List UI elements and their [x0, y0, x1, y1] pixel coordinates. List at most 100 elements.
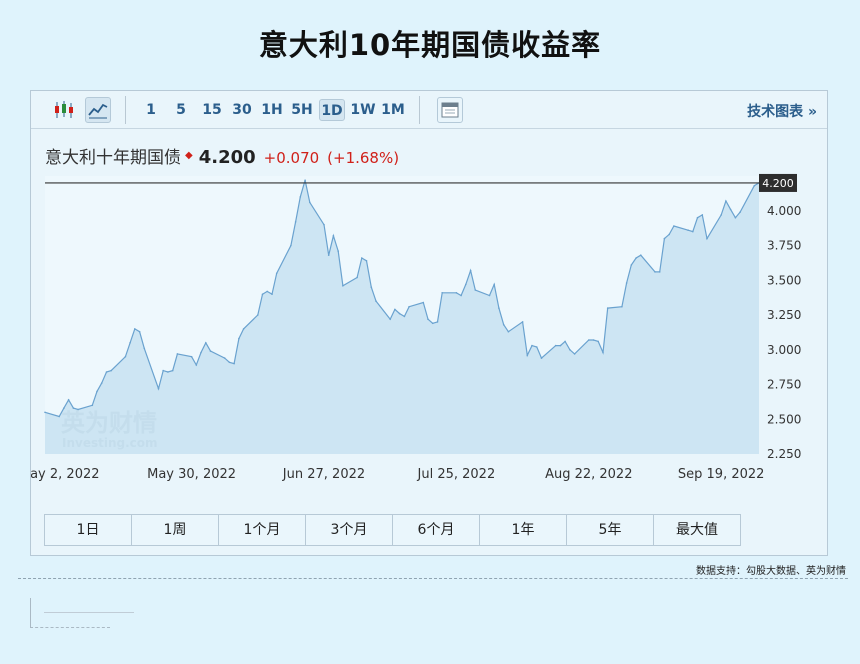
range-button-2[interactable]: 1个月 [219, 515, 306, 545]
line-chart-icon[interactable] [85, 97, 111, 123]
calendar-icon[interactable] [437, 97, 463, 123]
y-tick-label: 2.750 [767, 378, 801, 392]
range-button-4[interactable]: 6个月 [393, 515, 480, 545]
data-point [138, 330, 141, 333]
data-point [124, 355, 127, 358]
data-point [275, 272, 278, 275]
data-point [621, 305, 623, 308]
y-tick-label: 3.750 [767, 239, 801, 253]
data-point [540, 357, 543, 359]
interval-1-button[interactable]: 1 [146, 102, 156, 118]
page-title: 意大利10年期国债收益率 [258, 28, 602, 62]
interval-15-button[interactable]: 15 [202, 102, 222, 118]
data-point [734, 216, 737, 219]
data-point [223, 357, 226, 359]
data-point [625, 282, 628, 284]
interval-1h-button[interactable]: 1H [261, 102, 283, 118]
interval-1m-button[interactable]: 1M [381, 102, 405, 118]
data-point [739, 211, 741, 213]
interval-1d-button[interactable]: 1D [319, 99, 345, 121]
data-point [422, 301, 425, 304]
data-point [162, 369, 164, 372]
series-area [45, 180, 759, 454]
data-point [129, 342, 131, 344]
data-point [100, 382, 103, 384]
chart-widget: 1 5 15 30 1H 5H 1D 1W 1M 技术图表 » 意大利十年期国债 ◆ 4.200 +0… [30, 90, 828, 556]
technical-chart-link[interactable]: 技术图表 » [747, 104, 817, 120]
y-tick-label: 4.000 [767, 204, 801, 218]
data-point [692, 230, 694, 233]
data-point [635, 257, 637, 259]
interval-5-button[interactable]: 5 [176, 102, 186, 118]
price-change: +0.070 [263, 149, 320, 167]
last-price-tag-label: 4.200 [762, 177, 794, 190]
series-line [44, 180, 760, 418]
data-point [356, 276, 358, 279]
data-point [67, 399, 70, 401]
price-change-percent: (+1.68%) [327, 149, 400, 167]
data-point [271, 293, 273, 295]
footer-frame [30, 598, 110, 628]
yield-chart[interactable]: 英为财情Investing.com4.2002.2502.5002.7503.0… [31, 91, 827, 511]
data-point [427, 318, 429, 320]
data-point [498, 307, 500, 309]
x-tick-label: May 2, 2022 [31, 467, 100, 482]
data-point [725, 200, 727, 202]
range-button-1[interactable]: 1周 [132, 515, 219, 545]
data-point [602, 351, 604, 354]
range-button-7[interactable]: 最大值 [676, 522, 718, 538]
data-point [91, 404, 94, 407]
data-point [441, 292, 444, 294]
data-point [465, 283, 467, 286]
data-point [143, 347, 146, 350]
data-point [110, 369, 112, 372]
data-point [630, 264, 633, 266]
data-point [242, 328, 245, 330]
data-point [559, 344, 562, 347]
data-point [663, 237, 666, 240]
data-point [96, 390, 98, 393]
data-point [299, 196, 302, 198]
x-tick-label: Sep 19, 2022 [678, 467, 765, 482]
data-point [729, 208, 732, 211]
data-point [63, 407, 65, 409]
data-point [365, 260, 368, 262]
data-point [167, 371, 169, 373]
data-point [706, 237, 708, 240]
instrument-name: 意大利十年期国债 [45, 148, 181, 168]
data-point [564, 340, 566, 343]
data-point [304, 179, 306, 181]
data-point [455, 292, 458, 294]
data-point [536, 346, 538, 348]
data-point [190, 355, 193, 358]
interval-30-button[interactable]: 30 [232, 102, 252, 118]
data-point [72, 407, 75, 409]
data-point [309, 201, 311, 204]
data-point [105, 371, 108, 373]
data-point [720, 214, 722, 216]
interval-1w-button[interactable]: 1W [350, 102, 376, 118]
data-point [77, 408, 79, 411]
dashed-divider [18, 578, 848, 579]
data-point [687, 229, 689, 231]
y-tick-label: 3.500 [767, 273, 801, 287]
x-tick-label: Aug 22, 2022 [545, 467, 632, 482]
data-point [332, 235, 335, 237]
data-point [701, 214, 704, 216]
data-point [342, 285, 344, 287]
range-button-6[interactable]: 5年 [567, 515, 654, 545]
data-point [323, 223, 325, 226]
toolbar-separator [419, 96, 420, 124]
range-button-0[interactable]: 1日 [45, 515, 132, 545]
interval-5h-button[interactable]: 5H [291, 102, 313, 118]
last-price: 4.200 [198, 147, 256, 168]
data-point [176, 353, 179, 355]
range-button-5[interactable]: 1年 [480, 515, 567, 545]
candlestick-icon[interactable] [51, 97, 77, 123]
data-point [58, 415, 60, 418]
data-point [640, 254, 642, 256]
data-point [195, 364, 198, 366]
range-button-3[interactable]: 3个月 [306, 515, 393, 545]
range-selector: 1日 1周 1个月 3个月 6个月 1年 5年 最大值 [44, 514, 741, 546]
data-point [266, 290, 268, 293]
